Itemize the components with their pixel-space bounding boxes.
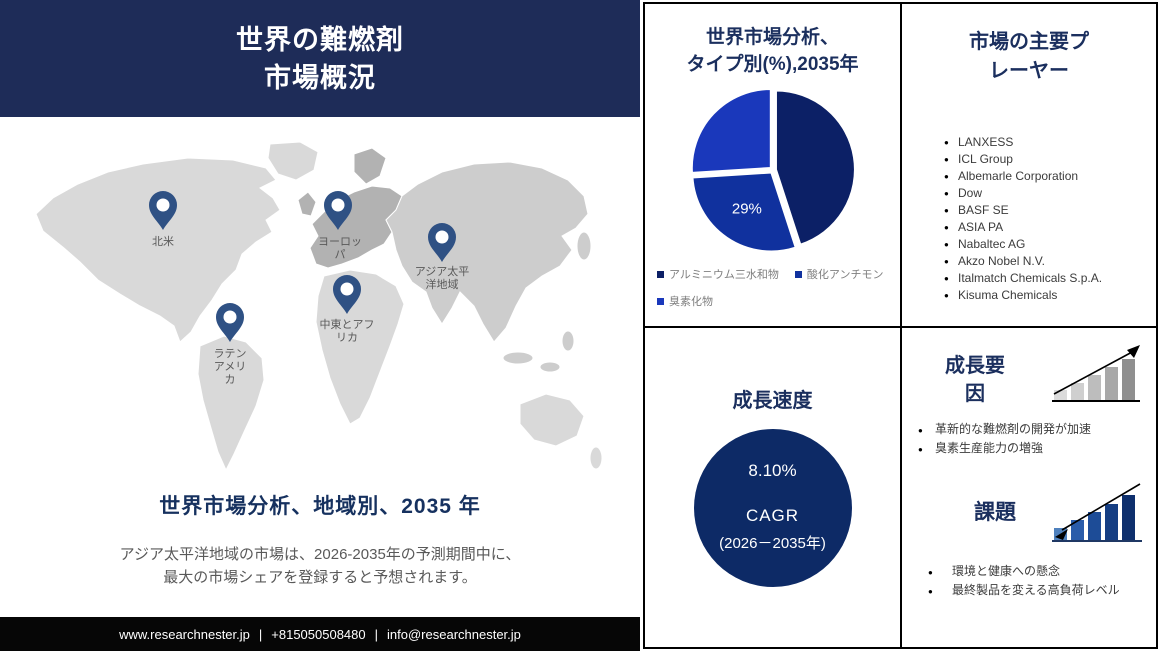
region-indonesia-2 [539, 361, 561, 373]
challenge-item: 環境と健康への懸念 [926, 562, 1146, 582]
world-map [35, 141, 603, 472]
region-new-zealand [589, 446, 603, 470]
pie-legend: アルミニウム三水和物 酸化アンチモン 臭素化物 [645, 266, 900, 309]
regional-analysis-heading: 世界市場分析、地域別、2035 年 [159, 495, 481, 518]
footer-phone: +815050508480 [271, 626, 366, 642]
pie-slice-1 [690, 171, 797, 253]
region-indonesia-1 [502, 351, 534, 365]
cagr-label: CAGR [745, 506, 800, 525]
cagr-circle: 8.10% CAGR (2026－2035年) [693, 429, 852, 587]
player-item: Kisuma Chemicals [944, 287, 1156, 304]
continent-asia [385, 161, 589, 343]
challenges-list: 環境と健康への懸念 最終製品を変える高負荷レベル [926, 562, 1146, 601]
players-section: 市場の主要プ レーヤー LANXESS ICL Group Albemarle … [902, 4, 1156, 328]
legend-item: 臭素化物 [657, 293, 713, 309]
continent-south-america [197, 335, 265, 472]
drivers-title: 成長要 因 [945, 355, 1005, 405]
region-japan [576, 231, 592, 261]
map-pin-north-america [149, 191, 177, 230]
footer-website: www.researchnester.jp [119, 626, 250, 642]
world-map-area: 北米 ヨーロッ パ アジア太平 洋地域 中東とアフ リカ ラテン アメリ カ [28, 136, 610, 484]
legend-item: 酸化アンチモン [794, 266, 884, 282]
map-pin-middle-east-africa [333, 275, 361, 314]
pie-chart: 29% [690, 87, 856, 253]
pie-section-title: 世界市場分析、 タイプ別(%),2035年 [686, 27, 859, 75]
map-label-latin-america: ラテン アメリ カ [213, 348, 247, 386]
pie-slice-0 [774, 89, 856, 246]
continent-greenland [267, 141, 319, 181]
map-label-north-america: 北米 [152, 236, 174, 248]
players-list: LANXESS ICL Group Albemarle Corporation … [902, 134, 1156, 304]
pie-slice-2 [690, 87, 772, 174]
legend-item: アルミニウム三水和物 [657, 266, 779, 282]
footer-bar: www.researchnester.jp | +815050508480 | … [0, 617, 640, 651]
info-grid: 世界市場分析、 タイプ別(%),2035年 29% アルミニウム三水和物 酸化ア… [643, 2, 1158, 649]
driver-item: 革新的な難燃剤の開発が加速 [918, 420, 1152, 440]
page-title: 世界の難燃剤 市場概況 [0, 0, 640, 117]
player-item: BASF SE [944, 202, 1156, 219]
driver-item: 臭素生産能力の増強 [918, 439, 1152, 459]
legend-label: 臭素化物 [669, 296, 713, 308]
challenges-title: 課題 [974, 501, 1016, 524]
map-label-asia-pacific: アジア太平 洋地域 [414, 266, 470, 291]
player-item: Nabaltec AG [944, 236, 1156, 253]
drivers-list: 革新的な難燃剤の開発が加速 臭素生産能力の増強 [918, 420, 1152, 459]
player-item: Italmatch Chemicals S.p.A. [944, 270, 1156, 287]
challenge-bars-icon [1052, 483, 1142, 542]
map-label-middle-east-africa: 中東とアフ リカ [319, 319, 375, 344]
player-item: ASIA PA [944, 219, 1156, 236]
regional-analysis-description: アジア太平洋地域の市場は、2026-2035年の予測期間中に、 最大の市場シェア… [119, 546, 521, 586]
growth-rate-title: 成長速度 [732, 390, 813, 412]
footer-divider: | [258, 626, 263, 642]
continent-north-america [35, 157, 281, 343]
region-scandinavia [353, 147, 387, 185]
region-british-isles [297, 191, 317, 217]
continent-africa [315, 269, 405, 425]
continent-australia [519, 393, 585, 447]
map-pin-europe [324, 191, 352, 230]
player-item: Dow [944, 185, 1156, 202]
player-item: LANXESS [944, 134, 1156, 151]
player-item: Akzo Nobel N.V. [944, 253, 1156, 270]
cagr-value: 8.10% [748, 461, 797, 480]
players-section-title: 市場の主要プ レーヤー [969, 31, 1089, 82]
growth-bars-icon [1052, 345, 1140, 402]
drivers-challenges-section: 成長要 因 革新的な難燃剤の開発が加速 臭素生産能力の増強 課題 [902, 328, 1156, 647]
map-pin-asia-pacific [428, 223, 456, 262]
player-item: ICL Group [944, 151, 1156, 168]
page-title-line2: 市場概況 [264, 62, 376, 93]
legend-marker [794, 270, 802, 278]
pie-slice-label: 29% [731, 200, 761, 217]
pie-section: 世界市場分析、 タイプ別(%),2035年 29% アルミニウム三水和物 酸化ア… [645, 4, 902, 328]
legend-label: アルミニウム三水和物 [669, 269, 779, 281]
page-title-line1: 世界の難燃剤 [236, 24, 404, 55]
footer-divider: | [374, 626, 379, 642]
cagr-period: (2026－2035年) [719, 535, 826, 552]
region-philippines [561, 330, 575, 352]
legend-label: 酸化アンチモン [806, 269, 884, 281]
legend-marker [657, 270, 664, 278]
left-panel: 世界の難燃剤 市場概況 [0, 0, 640, 651]
player-item: Albemarle Corporation [944, 168, 1156, 185]
legend-marker [657, 297, 664, 305]
growth-rate-section: 成長速度 8.10% CAGR (2026－2035年) [645, 328, 902, 647]
map-pin-latin-america [216, 303, 244, 342]
challenge-item: 最終製品を変える高負荷レベル [926, 581, 1146, 601]
map-label-europe: ヨーロッ パ [318, 236, 362, 261]
footer-email: info@researchnester.jp [387, 626, 521, 642]
